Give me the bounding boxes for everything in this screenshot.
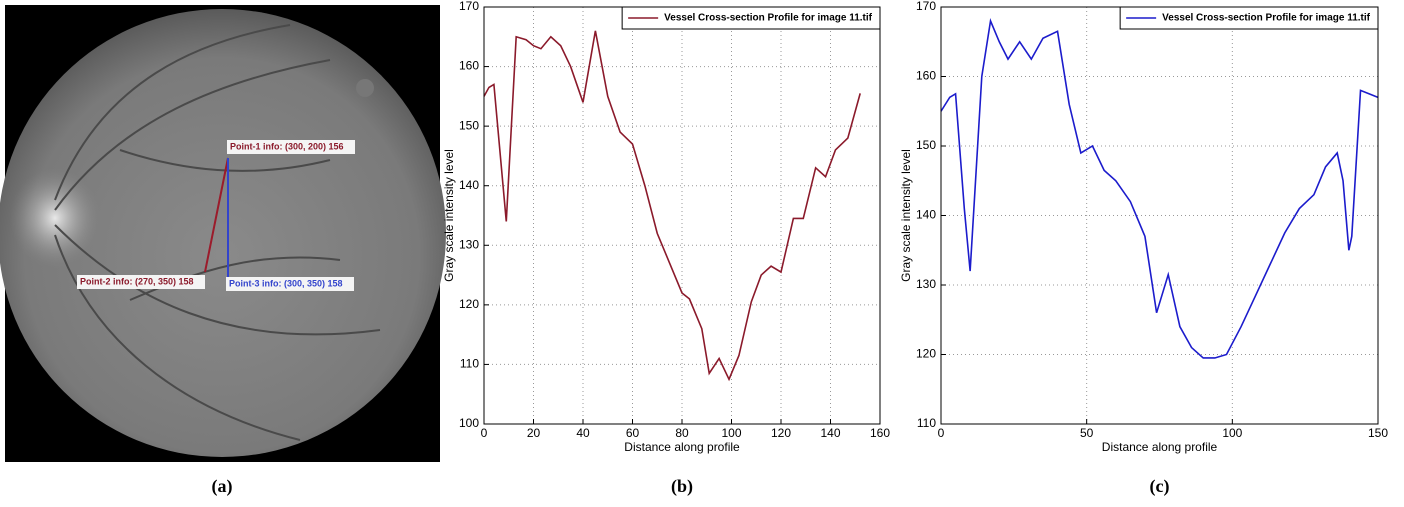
y-axis-label: Gray scale intensity level [899, 149, 913, 282]
annotation-box [226, 277, 354, 291]
x-tick-label: 60 [626, 426, 640, 440]
x-tick-label: 140 [820, 426, 840, 440]
x-tick-label: 150 [1368, 426, 1388, 440]
x-tick-label: 0 [938, 426, 945, 440]
legend-box [1119, 6, 1379, 30]
y-tick-label: 160 [916, 69, 936, 83]
fundus-image: Point-1 info: (300, 200) 156 Point-2 inf… [0, 5, 446, 462]
optic-disc [10, 168, 100, 268]
profile-line-red [204, 157, 229, 273]
y-tick-label: 130 [916, 277, 936, 291]
legend-label: Vessel Cross-section Profile for image 1… [1162, 13, 1371, 24]
y-tick-label: 140 [916, 208, 936, 222]
annotation-box [77, 275, 205, 289]
x-tick-label: 50 [1080, 426, 1094, 440]
x-tick-label: 120 [771, 426, 791, 440]
annotation: Point-2 info: (270, 350) 158 [80, 276, 194, 286]
legend: Vessel Cross-section Profile for image 1… [1119, 6, 1379, 30]
y-tick-label: 110 [917, 416, 936, 430]
y-tick-label: 160 [459, 59, 479, 73]
y-tick-label: 130 [459, 237, 479, 251]
plot-area [941, 7, 1378, 424]
retina-disk [0, 9, 446, 457]
caption: (c) [1150, 476, 1170, 497]
disk-notch [356, 79, 374, 97]
x-tick-label: 100 [1222, 426, 1242, 440]
annotation-box [227, 140, 355, 154]
y-tick-label: 150 [459, 118, 479, 132]
y-tick-label: 120 [459, 297, 479, 311]
data-line [940, 17, 1379, 359]
caption: (b) [671, 476, 693, 497]
y-tick-label: 170 [459, 0, 479, 13]
x-tick-label: 40 [576, 426, 590, 440]
y-tick-label: 110 [460, 357, 479, 371]
x-tick-label: 80 [675, 426, 689, 440]
y-tick-label: 150 [916, 138, 936, 152]
x-tick-label: 20 [527, 426, 541, 440]
vessels [54, 24, 381, 441]
y-axis-label: Gray scale intensity level [442, 149, 456, 282]
x-axis-label: Distance along profile [1102, 440, 1218, 454]
x-tick-label: 100 [721, 426, 741, 440]
x-tick-label: 0 [481, 426, 488, 440]
legend-label: Vessel Cross-section Profile for image 1… [664, 13, 873, 24]
legend-box [621, 6, 881, 30]
x-tick-label: 160 [870, 426, 890, 440]
caption: (a) [212, 476, 233, 497]
y-tick-label: 120 [916, 347, 936, 361]
x-axis-label: Distance along profile [624, 440, 740, 454]
y-tick-label: 100 [459, 416, 479, 430]
data-line [483, 30, 861, 382]
annotation: Point-3 info: (300, 350) 158 [229, 278, 343, 288]
y-tick-label: 140 [459, 178, 479, 192]
annotation: Point-1 info: (300, 200) 156 [230, 141, 344, 151]
y-tick-label: 170 [916, 0, 936, 13]
legend: Vessel Cross-section Profile for image 1… [621, 6, 881, 30]
